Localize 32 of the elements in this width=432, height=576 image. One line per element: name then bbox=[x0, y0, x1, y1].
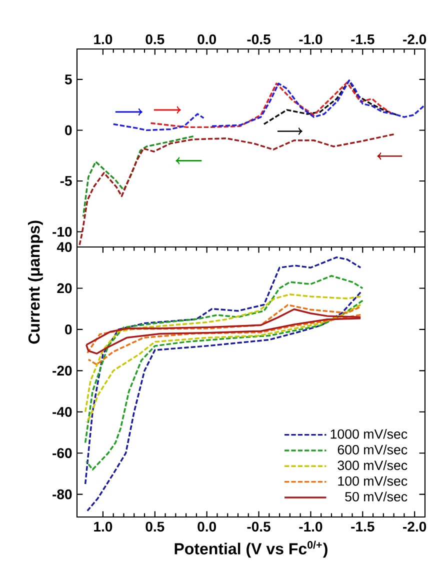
y-tick-label: -60 bbox=[52, 448, 72, 458]
legend-label: 600 mV/sec bbox=[338, 444, 408, 454]
x-axis-title: Potential (V vs Fc$^{0/+}$) bbox=[174, 540, 328, 558]
x-tick-label: -1.0 bbox=[299, 522, 322, 532]
y-tick-label: -10 bbox=[52, 226, 72, 237]
x2-tick-label: -1.0 bbox=[299, 34, 322, 44]
y-tick-label: -80 bbox=[52, 489, 72, 500]
legend-label: 1000 mV/sec bbox=[330, 428, 408, 439]
legend-label: 100 mV/sec bbox=[338, 476, 408, 486]
x2-tick-label: -2.0 bbox=[403, 34, 426, 44]
legend-label: 50 mV/sec bbox=[345, 492, 408, 502]
x-tick-label: 1.0 bbox=[94, 522, 112, 532]
x2-tick-label: 0.0 bbox=[198, 34, 216, 44]
y-axis-title: Current (μamps) bbox=[28, 220, 43, 344]
y-tick-label: -20 bbox=[52, 366, 72, 376]
x2-tick-label: -0.5 bbox=[247, 34, 270, 44]
y-tick-label: 20 bbox=[57, 283, 72, 294]
x2-tick-label: -1.5 bbox=[351, 34, 374, 44]
y-tick-label: -5 bbox=[60, 176, 72, 186]
x-tick-label: -1.5 bbox=[351, 522, 374, 532]
y-tick-label: 5 bbox=[64, 74, 72, 84]
x2-tick-label: 1.0 bbox=[94, 34, 112, 44]
x-tick-label: 0.0 bbox=[198, 522, 216, 532]
x2-tick-label: 0.5 bbox=[146, 34, 164, 44]
y-tick-label: 0 bbox=[65, 324, 72, 334]
legend-label: 300 mV/sec bbox=[338, 460, 408, 470]
x-tick-label: 0.5 bbox=[146, 522, 164, 532]
y-tick-label: 0 bbox=[65, 125, 72, 136]
x-tick-label: -2.0 bbox=[403, 522, 426, 532]
y-tick-label: -40 bbox=[52, 406, 72, 417]
y-tick-label: 40 bbox=[56, 242, 72, 252]
x-tick-label: -0.5 bbox=[247, 522, 270, 532]
